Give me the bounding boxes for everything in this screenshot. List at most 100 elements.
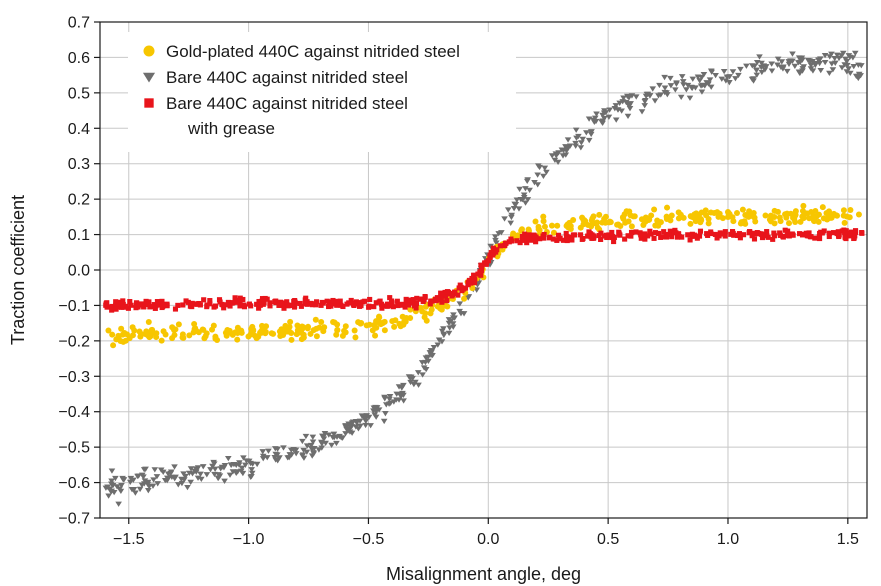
data-point	[585, 233, 591, 239]
data-point	[774, 56, 782, 62]
data-point	[612, 117, 620, 123]
data-point	[318, 439, 325, 446]
data-point	[607, 219, 614, 226]
data-point	[645, 233, 651, 239]
data-point	[249, 461, 256, 467]
data-point	[492, 237, 499, 244]
x-tick-label: −1.0	[233, 531, 265, 548]
data-point	[330, 435, 338, 441]
legend-marker-circle	[143, 45, 155, 57]
data-point	[694, 235, 700, 241]
data-point	[352, 334, 359, 341]
data-point	[379, 305, 385, 311]
data-point	[455, 292, 461, 298]
data-point	[540, 218, 547, 225]
data-point	[771, 207, 778, 214]
data-point	[171, 327, 178, 334]
data-point	[439, 299, 445, 305]
data-point	[807, 234, 814, 240]
data-point	[807, 62, 815, 68]
data-point	[536, 164, 543, 171]
data-point	[514, 238, 520, 244]
data-point	[768, 68, 776, 74]
data-point	[847, 206, 854, 213]
data-point	[128, 487, 136, 493]
data-point	[313, 302, 319, 308]
data-point	[625, 103, 633, 110]
data-point	[741, 232, 747, 238]
data-point	[858, 63, 865, 69]
data-point	[238, 465, 246, 471]
data-point	[594, 219, 601, 226]
data-point	[450, 312, 457, 318]
data-point	[522, 200, 529, 206]
y-tick-label: 0.0	[68, 263, 90, 280]
data-point	[642, 231, 648, 237]
data-point	[625, 94, 632, 100]
data-point	[519, 233, 525, 239]
data-point	[598, 236, 604, 242]
data-point	[257, 302, 264, 308]
data-point	[342, 329, 349, 336]
data-point	[146, 334, 153, 341]
data-point	[185, 299, 191, 305]
data-point	[175, 302, 181, 308]
data-point	[292, 303, 298, 309]
data-point	[434, 342, 442, 348]
data-point	[292, 299, 298, 305]
data-point	[160, 303, 166, 309]
data-point	[267, 303, 273, 309]
data-point	[666, 232, 672, 238]
data-point	[456, 308, 463, 315]
data-point	[157, 467, 165, 473]
data-point	[131, 327, 138, 334]
data-point	[820, 215, 827, 222]
data-point	[302, 433, 310, 440]
data-point	[385, 401, 393, 407]
data-point	[262, 295, 268, 302]
data-point	[422, 355, 430, 361]
data-point	[415, 382, 422, 388]
data-point	[646, 93, 654, 99]
data-point	[259, 322, 266, 329]
data-point	[585, 116, 593, 122]
data-point	[265, 448, 272, 454]
data-point	[686, 95, 694, 101]
data-point	[739, 206, 746, 213]
data-point	[550, 229, 557, 236]
data-point	[438, 339, 446, 345]
data-point	[134, 300, 140, 306]
data-point	[373, 300, 379, 306]
data-point	[689, 76, 697, 82]
data-point	[849, 55, 857, 61]
data-point	[221, 462, 229, 469]
data-point	[815, 218, 822, 225]
data-point	[211, 466, 219, 472]
data-point	[563, 235, 570, 241]
data-point	[138, 482, 146, 488]
data-point	[845, 66, 852, 72]
data-point	[126, 479, 134, 485]
data-point	[570, 232, 576, 238]
data-point	[746, 230, 752, 236]
data-point	[677, 211, 684, 218]
data-point	[159, 298, 165, 304]
data-point	[700, 71, 708, 78]
data-point	[651, 206, 658, 213]
data-point	[406, 302, 412, 308]
data-point	[779, 66, 787, 72]
data-point	[753, 60, 761, 66]
data-point	[591, 119, 598, 125]
data-point	[720, 69, 728, 75]
data-point	[566, 143, 574, 149]
data-point	[120, 301, 126, 308]
data-point	[125, 305, 131, 311]
data-point	[533, 239, 539, 245]
x-tick-label: −0.5	[353, 531, 385, 548]
data-point	[834, 230, 840, 237]
data-point	[232, 295, 238, 301]
data-point	[143, 301, 149, 307]
data-point	[357, 320, 364, 327]
data-point	[356, 303, 363, 309]
data-point	[698, 209, 705, 216]
